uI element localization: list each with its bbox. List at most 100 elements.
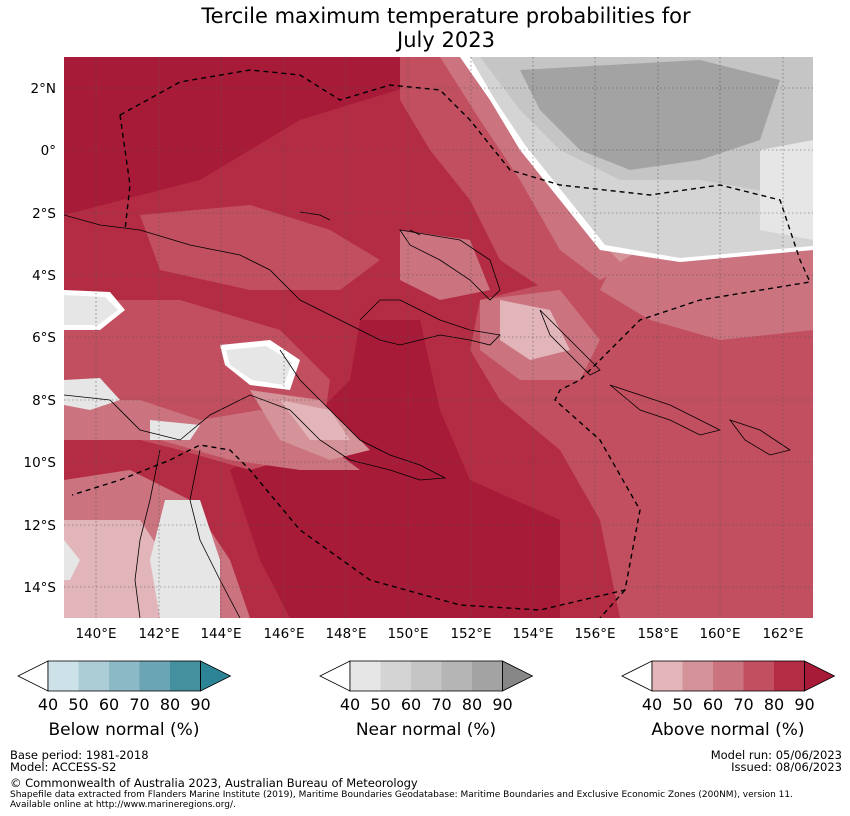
near-normal-patch-cape-york [150, 500, 220, 618]
lon-label: 148°E [325, 626, 366, 642]
lon-label: 150°E [387, 626, 428, 642]
legend-color-swatch [48, 661, 79, 691]
legend-lower-arrow [319, 660, 351, 692]
legend-below-normal: 40 50 60 70 80 90 [17, 660, 232, 714]
legend-tick-label: 60 [401, 695, 421, 714]
lat-label: 2°S [32, 206, 56, 222]
legend-color-swatch [774, 661, 805, 691]
copyright: © Commonwealth of Australia 2023, Austra… [10, 776, 418, 790]
solomon-eez-boundary [599, 589, 626, 618]
legend-tick-label: 70 [129, 695, 149, 714]
legend-lower-arrow [621, 660, 653, 692]
legend-color-swatch [472, 661, 503, 691]
legend-tick-label: 80 [160, 695, 180, 714]
above-60-region-east [600, 240, 813, 340]
legend-above-normal-label: Above normal (%) [651, 720, 805, 740]
lon-label: 146°E [263, 626, 304, 642]
lat-label: 2°N [31, 81, 56, 97]
legend-color-swatch [350, 661, 381, 691]
legend-near-normal-label: Near normal (%) [355, 720, 497, 740]
near-40-region-east [760, 140, 813, 240]
title-line-1: Tercile maximum temperature probabilitie… [201, 4, 691, 28]
latitude-labels: 2°N 0° 2°S 4°S 6°S 8°S 10°S 12°S 14°S [24, 81, 57, 596]
near-normal-patch-highlands [226, 346, 292, 385]
above-90-region-north [64, 57, 430, 215]
legend-upper-arrow [502, 660, 534, 692]
lon-label: 144°E [200, 626, 241, 642]
legend-tick-label: 50 [370, 695, 390, 714]
legend-tick-label: 60 [99, 695, 119, 714]
legend-tick-label: 40 [642, 695, 662, 714]
new-guinea-north-coast [64, 214, 501, 346]
legend-tick-label: 90 [794, 695, 814, 714]
legend-color-swatch [713, 661, 744, 691]
legend-upper-arrow [804, 660, 836, 692]
legend-above-normal: 40 50 60 70 80 90 [621, 660, 836, 714]
legend-color-swatch [78, 661, 109, 691]
legend-tick-label: 80 [764, 695, 784, 714]
lon-label: 156°E [574, 626, 615, 642]
legend-tick-label: 70 [431, 695, 451, 714]
near-normal-patch-torres [150, 420, 200, 440]
legend-tick-label: 70 [733, 695, 753, 714]
above-40-region-new-ireland [500, 300, 570, 360]
png-eez-boundary [71, 69, 812, 611]
legend-upper-arrow [200, 660, 232, 692]
above-90-region-south [230, 320, 560, 618]
map-title: Tercile maximum temperature probabilitie… [0, 4, 850, 52]
near-normal-patch-southwest [64, 378, 120, 410]
legend-tick-label: 50 [68, 695, 88, 714]
legend-tick-label: 50 [672, 695, 692, 714]
cape-york-coast [134, 449, 241, 618]
lon-label: 152°E [450, 626, 491, 642]
lon-label: 160°E [699, 626, 740, 642]
legend-tick-label: 90 [190, 695, 210, 714]
title-line-2: July 2023 [397, 28, 495, 52]
lon-label: 162°E [762, 626, 803, 642]
solomon-islands-east-coast [728, 419, 791, 456]
lat-label: 6°S [32, 330, 56, 346]
legend-color-swatch [139, 661, 170, 691]
model-run: Model run: 05/06/2023 [710, 748, 842, 762]
legend-color-swatch [411, 661, 442, 691]
base-period: Base period: 1981-2018 [10, 748, 149, 762]
legend-color-swatch [441, 661, 472, 691]
shapefile-url: Available online at http://www.marinereg… [10, 800, 236, 810]
coastlines [64, 211, 791, 618]
legend-frame [651, 660, 805, 692]
lat-label: 4°S [32, 268, 56, 284]
indonesia-eez-boundary [119, 114, 131, 231]
legend-tick-label: 60 [703, 695, 723, 714]
near-70-region [520, 60, 780, 170]
legend-near-normal: 40 50 60 70 80 90 [319, 660, 534, 714]
legend-lower-arrow [17, 660, 49, 692]
model-name: Model: ACCESS-S2 [10, 760, 117, 774]
legend-tick-label: 40 [38, 695, 58, 714]
near-normal-patch-west [64, 295, 118, 325]
legend-color-swatch [682, 661, 713, 691]
legend-tick-label: 90 [492, 695, 512, 714]
legend-tick-label: 80 [462, 695, 482, 714]
legend-frame [349, 660, 503, 692]
legend-below-normal-label: Below normal (%) [48, 720, 200, 740]
legend-color-swatch [109, 661, 140, 691]
probability-field [64, 57, 813, 618]
new-britain-coast [399, 229, 501, 301]
lat-label: 8°S [32, 393, 56, 409]
above-60-region-torres [64, 400, 360, 470]
near-normal-patch-gulf [64, 540, 80, 580]
above-60-region-bismarck [400, 230, 490, 300]
lat-label: 12°S [24, 518, 57, 534]
issued-date: Issued: 08/06/2023 [731, 760, 842, 774]
lat-label: 0° [41, 143, 56, 159]
lat-label: 14°S [24, 580, 57, 596]
legend-color-swatch [170, 661, 201, 691]
legend-color-swatch [652, 661, 683, 691]
lon-label: 158°E [637, 626, 678, 642]
lat-label: 10°S [24, 455, 57, 471]
eez-boundaries [71, 69, 812, 618]
lon-label: 154°E [512, 626, 553, 642]
legend-color-swatch [380, 661, 411, 691]
above-70-region-center [140, 205, 380, 290]
